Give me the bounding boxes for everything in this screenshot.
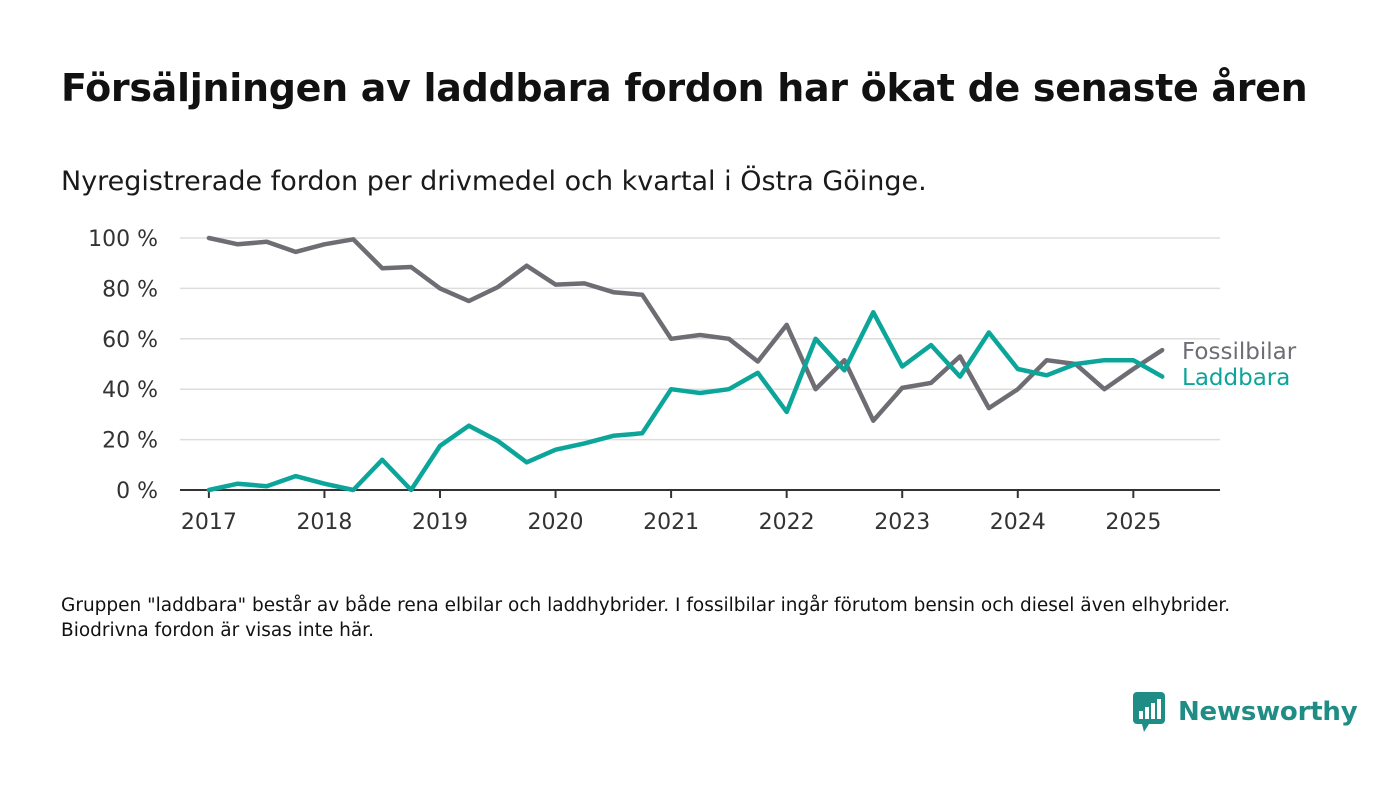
brand-name: Newsworthy: [1178, 697, 1358, 727]
x-tick-label: 2020: [528, 510, 584, 535]
bar-chart-logo-icon: [1133, 692, 1165, 732]
y-tick-label: 100 %: [88, 227, 158, 252]
x-tick-label: 2022: [759, 510, 815, 535]
y-tick-label: 80 %: [102, 277, 158, 302]
x-tick-label: 2025: [1105, 510, 1161, 535]
x-tick-label: 2019: [412, 510, 468, 535]
series-line-fossilbilar: [206, 235, 1165, 423]
y-axis-tick-labels: 0 % 20 % 40 % 60 % 80 % 100 %: [88, 227, 158, 504]
chart-subtitle: Nyregistrerade fordon per drivmedel och …: [61, 166, 927, 197]
newsworthy-brand[interactable]: Newsworthy: [1132, 690, 1358, 734]
series-lines: [206, 235, 1165, 493]
x-tick-label: 2023: [874, 510, 930, 535]
line-chart: 0 % 20 % 40 % 60 % 80 % 100 % 2017 2018 2019 202…: [88, 227, 1297, 535]
footnote: Gruppen "laddbara" består av både rena e…: [61, 595, 1231, 641]
x-tick-label: 2024: [990, 510, 1046, 535]
x-tick-label: 2021: [643, 510, 699, 535]
y-tick-label: 0 %: [116, 479, 158, 504]
chart-title: Försäljningen av laddbara fordon har öka…: [61, 66, 1308, 110]
series-label-fossilbilar: Fossilbilar: [1182, 339, 1297, 365]
series-line-laddbara: [206, 310, 1165, 493]
x-axis-ticks: 2017 2018 2019 2020 2021 2022 2023 2024 2025: [181, 490, 1161, 535]
series-label-laddbara: Laddbara: [1182, 365, 1290, 391]
y-tick-label: 20 %: [102, 429, 158, 454]
y-tick-label: 40 %: [102, 378, 158, 403]
x-tick-label: 2017: [181, 510, 237, 535]
y-tick-label: 60 %: [102, 328, 158, 353]
x-tick-label: 2018: [296, 510, 352, 535]
